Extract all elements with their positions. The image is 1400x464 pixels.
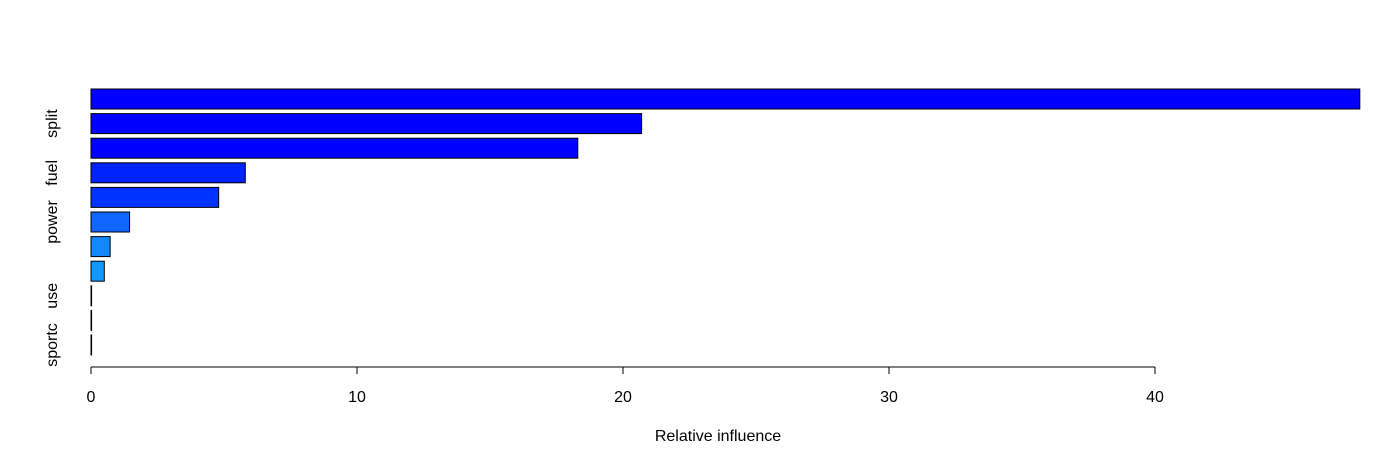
- x-axis-title: Relative influence: [655, 428, 781, 445]
- bars-group: [90, 88, 1361, 356]
- bar-label: sportc: [44, 323, 61, 367]
- bar-labels-group: split fuel power use sportc: [44, 109, 61, 367]
- bar-label: fuel: [44, 160, 61, 186]
- bar: [90, 260, 105, 282]
- bar: [90, 186, 220, 208]
- bar: [90, 162, 246, 184]
- x-tick-label: 40: [1146, 389, 1164, 406]
- x-tick-label: 10: [348, 389, 366, 406]
- x-tick-label: 0: [87, 389, 96, 406]
- x-tick-label: 30: [880, 389, 898, 406]
- bar-label: power: [44, 200, 61, 244]
- bar: [90, 211, 131, 233]
- x-tick-label: 20: [614, 389, 632, 406]
- bar-label: use: [44, 283, 61, 309]
- bar-label: split: [44, 109, 61, 138]
- bar: [90, 88, 1361, 110]
- bar: [90, 285, 93, 307]
- bar: [90, 334, 93, 356]
- bar: [90, 309, 93, 331]
- bar: [90, 113, 643, 135]
- bar: [90, 236, 111, 258]
- x-axis: 0 10 20 30 40: [87, 366, 1164, 406]
- bar: [90, 137, 579, 159]
